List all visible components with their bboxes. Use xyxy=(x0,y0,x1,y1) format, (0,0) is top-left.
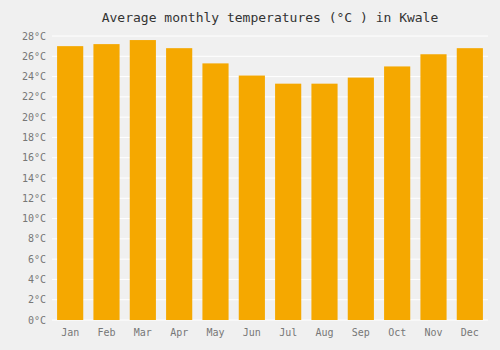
y-tick-label: 0°C xyxy=(28,315,46,326)
x-tick-label: Apr xyxy=(170,327,188,338)
y-tick-label: 16°C xyxy=(22,152,46,163)
y-tick-label: 10°C xyxy=(22,213,46,224)
y-tick-label: 18°C xyxy=(22,132,46,143)
y-tick-label: 24°C xyxy=(22,71,46,82)
bar xyxy=(166,48,192,320)
y-tick-label: 20°C xyxy=(22,112,46,123)
x-tick-label: Oct xyxy=(388,327,406,338)
x-tick-label: Mar xyxy=(134,327,152,338)
bar xyxy=(93,44,119,320)
background xyxy=(0,0,500,350)
y-tick-label: 8°C xyxy=(28,233,46,244)
x-tick-label: Aug xyxy=(315,327,333,338)
x-tick-label: Nov xyxy=(424,327,442,338)
y-tick-label: 14°C xyxy=(22,173,46,184)
grid-line xyxy=(52,36,488,37)
grid xyxy=(52,36,488,320)
bar xyxy=(275,84,301,320)
y-tick-label: 6°C xyxy=(28,254,46,265)
bar xyxy=(130,40,156,320)
y-tick-label: 22°C xyxy=(22,91,46,102)
bar xyxy=(311,84,337,320)
chart: 0°C 2°C 4°C 6°C 8°C 10°C 12°C 14°C 16°C 18°C 20°C 2… xyxy=(0,0,500,350)
bar xyxy=(457,48,483,320)
x-tick-label: May xyxy=(206,327,224,338)
x-tick-label: Feb xyxy=(97,327,115,338)
x-tick-label: Jan xyxy=(61,327,79,338)
x-tick-label: Jun xyxy=(243,327,261,338)
title: Average monthly temperatures (°C ) in Kw… xyxy=(102,10,439,25)
y-tick-label: 2°C xyxy=(28,294,46,305)
y-tick-label: 28°C xyxy=(22,31,46,42)
y-tick-label: 12°C xyxy=(22,193,46,204)
bar xyxy=(348,78,374,320)
bar xyxy=(420,54,446,320)
x-tick-label: Jul xyxy=(279,327,297,338)
y-tick-label: 26°C xyxy=(22,51,46,62)
x-tick-label: Dec xyxy=(461,327,479,338)
bar xyxy=(202,63,228,320)
y-tick-label: 4°C xyxy=(28,274,46,285)
bar xyxy=(239,76,265,320)
bar xyxy=(384,66,410,320)
bar xyxy=(57,46,83,320)
x-tick-label: Sep xyxy=(352,327,370,338)
bars xyxy=(57,40,483,320)
